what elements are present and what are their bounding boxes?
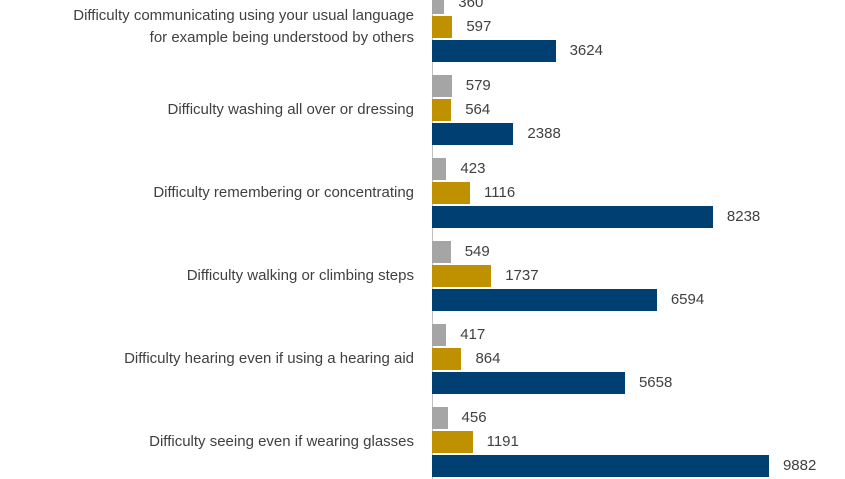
value-label: 864 [475,350,501,367]
category-label: Difficulty seeing even if wearing glasse… [149,433,414,450]
bar [432,158,447,180]
value-label: 597 [466,18,492,35]
bar [432,455,769,477]
bar [432,265,492,287]
value-label: 1191 [486,433,519,450]
category-label: Difficulty walking or climbing steps [186,267,414,284]
bar [432,431,473,453]
value-label: 2388 [527,125,561,142]
bar [432,182,471,204]
value-label: 9882 [782,457,817,474]
bar [432,372,625,394]
category-label: Difficulty communicating using your usua… [73,7,414,46]
bar [432,348,462,370]
bar [432,206,713,228]
bar [432,75,452,97]
value-label: 1116 [484,184,516,201]
value-label: 8238 [726,208,761,225]
value-label: 423 [460,160,486,177]
bar [432,123,514,145]
bar [432,407,448,429]
value-label: 1737 [505,267,539,284]
bar [432,40,556,62]
value-label: 564 [465,101,491,118]
category-label: Difficulty washing all over or dressing [167,101,415,118]
bar [432,289,657,311]
value-label: 549 [464,243,490,260]
value-label: 3624 [569,42,603,59]
axis-line [432,0,433,479]
value-label: 360 [458,0,484,11]
value-label: 5658 [638,374,673,391]
bar [432,0,445,14]
bar [432,324,447,346]
bar [432,16,453,38]
value-label: 417 [460,326,486,343]
category-label: Difficulty remembering or concentrating [153,184,414,201]
value-label: 6594 [670,291,705,308]
value-label: 579 [465,77,491,94]
bar [432,241,451,263]
bar [432,99,452,121]
category-label: Difficulty hearing even if using a heari… [124,350,414,367]
value-label: 456 [461,409,487,426]
